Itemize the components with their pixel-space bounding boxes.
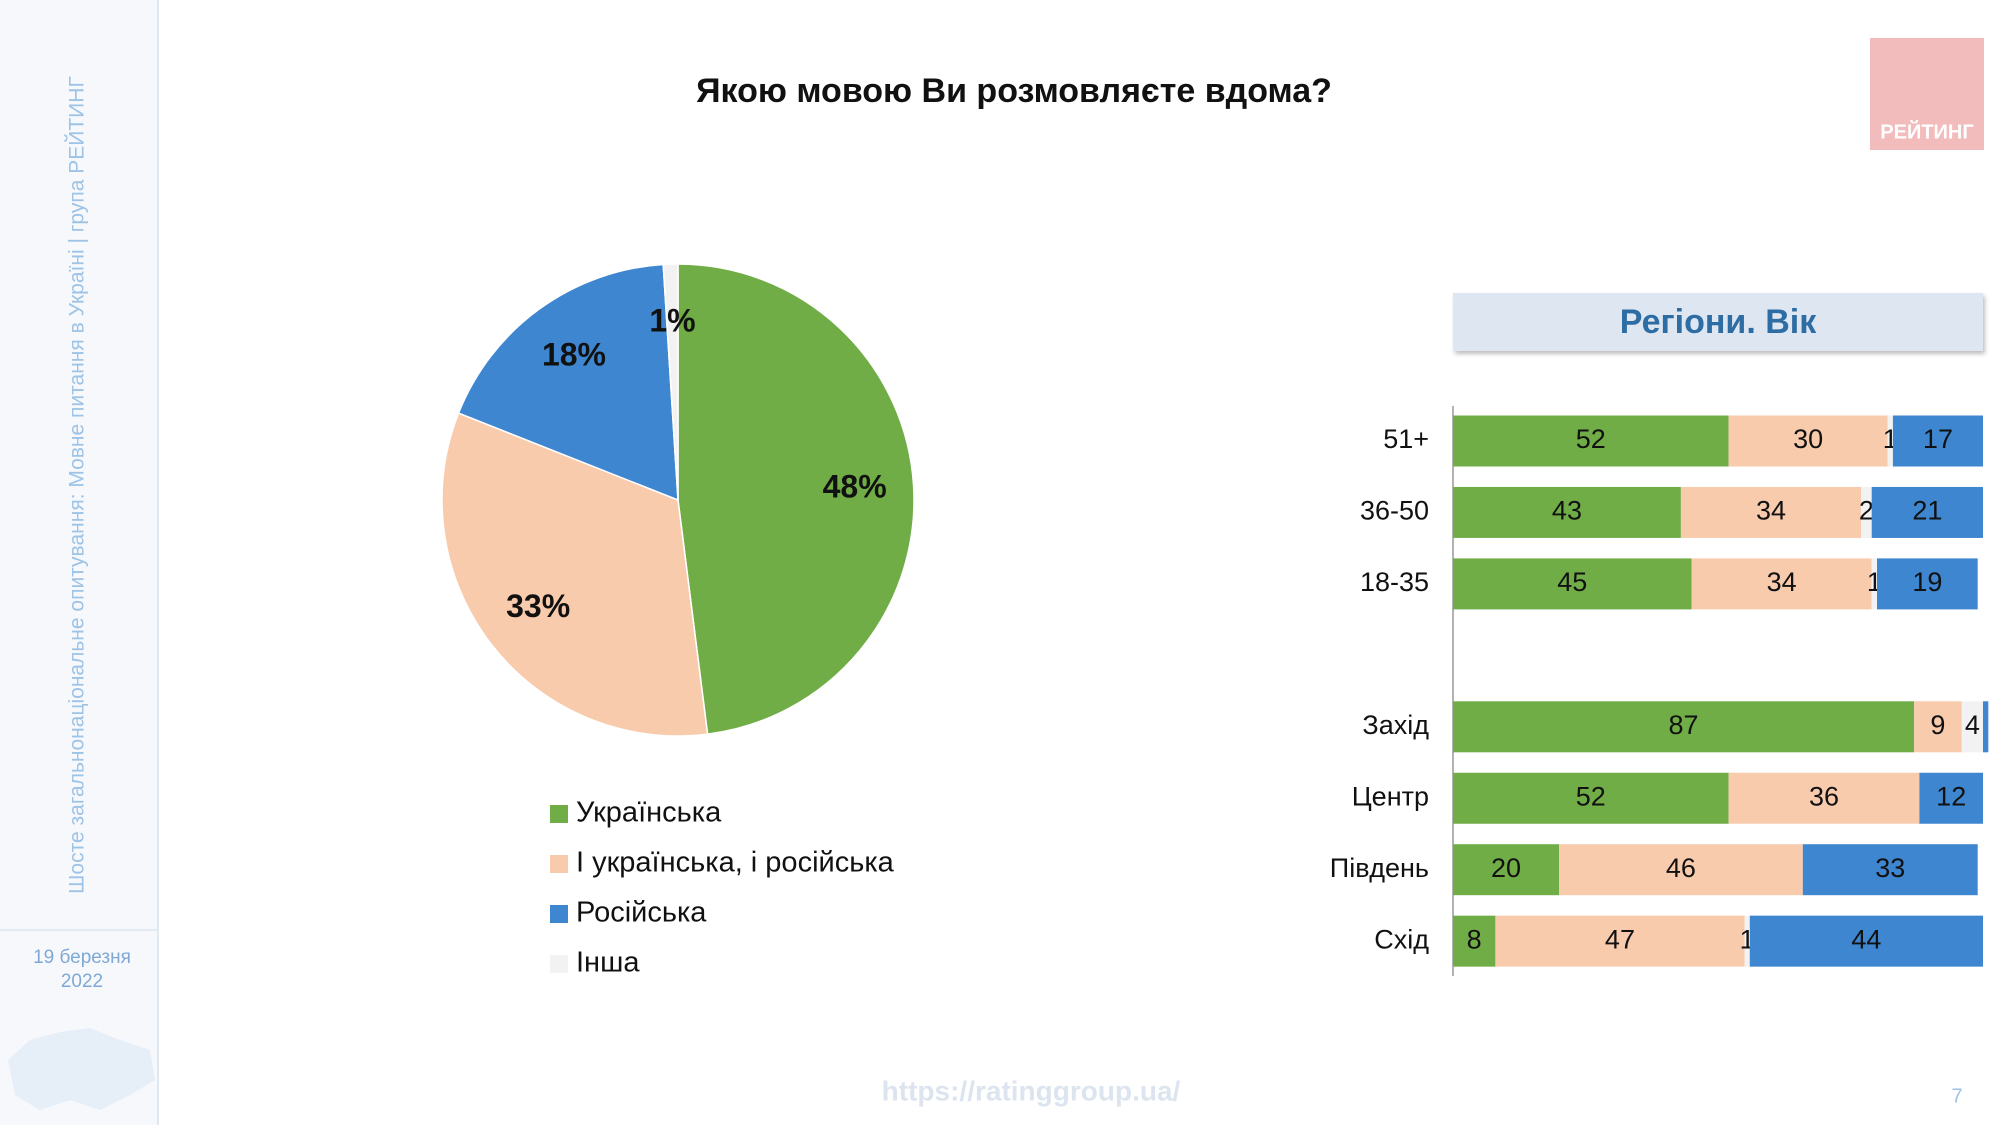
bar-header: Регіони. Вік [1620, 303, 1817, 341]
page-number: 7 [1951, 1085, 1962, 1107]
data-label: 9 [1930, 710, 1945, 740]
bar-segment [1861, 486, 1872, 538]
y-tick-label: 18-35 [1360, 567, 1429, 597]
legend-label: Інша [576, 947, 640, 979]
y-tick-label: 51+ [1383, 424, 1429, 454]
sidebar-text: Шосте загальнонаціональне опитування: Мо… [65, 76, 89, 894]
pie-slice [662, 263, 679, 501]
data-label: 12 [1936, 781, 1966, 811]
bar-header-box [1453, 293, 1983, 351]
data-label: 8 [1467, 924, 1482, 954]
y-tick-label: Захід [1362, 710, 1429, 740]
bar-segment [1892, 415, 1983, 467]
data-label: 34 [1756, 496, 1786, 526]
date: 19 березня [33, 947, 131, 968]
data-label: 21 [1912, 496, 1942, 526]
map-illustration [8, 1028, 155, 1110]
bar-segment [1453, 772, 1729, 824]
data-label: 52 [1576, 781, 1606, 811]
legend-swatch [550, 855, 568, 873]
pie-slice [677, 263, 915, 735]
pie-slice [441, 412, 709, 737]
bar-segment [1877, 558, 1978, 610]
bar-segment [1559, 844, 1803, 896]
data-label: 34 [1767, 567, 1797, 597]
data-label: 87 [1669, 710, 1699, 740]
data-label: 19 [1912, 567, 1942, 597]
data-label: 1% [649, 303, 695, 339]
data-label: 48% [823, 468, 887, 504]
bar-segment [1914, 701, 1962, 753]
legend-label: Російська [576, 897, 707, 929]
bar-segment [1802, 844, 1978, 896]
bar-segment [1871, 558, 1877, 610]
data-label: 2 [1859, 496, 1874, 526]
y-tick-label: 36-50 [1360, 496, 1429, 526]
legend-label: І українська, і російська [576, 847, 895, 879]
legend-swatch [550, 905, 568, 923]
bar-segment [1871, 486, 1983, 538]
bar-segment [1453, 701, 1915, 753]
legend-swatch [550, 955, 568, 973]
y-tick-label: Південь [1330, 853, 1429, 883]
data-label: 46 [1666, 853, 1696, 883]
bar-segment [1919, 772, 1983, 824]
data-label: 33% [506, 588, 570, 624]
legend-label: Українська [576, 797, 722, 829]
url: https://ratinggroup.ua/ [882, 1075, 1181, 1106]
data-label: 44 [1851, 924, 1881, 954]
data-label: 30 [1793, 424, 1823, 454]
date: 2022 [61, 971, 103, 992]
data-label: 36 [1809, 781, 1839, 811]
data-label: 4 [1965, 710, 1980, 740]
chart-title: Якою мовою Ви розмовляєте вдома? [696, 72, 1332, 110]
sidebar [0, 0, 158, 1125]
data-label: 33 [1875, 853, 1905, 883]
data-label: 47 [1605, 924, 1635, 954]
bar-segment [1453, 558, 1692, 610]
logo [1870, 38, 1984, 150]
y-tick-label: Схід [1374, 924, 1429, 954]
bar-segment [1453, 915, 1496, 967]
bar-segment [1453, 415, 1729, 467]
data-label: 20 [1491, 853, 1521, 883]
data-label: 17 [1923, 424, 1953, 454]
bar-segment [1453, 844, 1559, 896]
bar-segment [1728, 415, 1888, 467]
data-label: 45 [1557, 567, 1587, 597]
legend-swatch [550, 805, 568, 823]
bar-segment [1691, 558, 1872, 610]
bar-segment [1728, 772, 1920, 824]
data-label: 52 [1576, 424, 1606, 454]
pie-slice [457, 263, 679, 502]
bar-segment [1495, 915, 1745, 967]
logo-text: РЕЙТИНГ [1880, 119, 1973, 143]
bar-segment [1749, 915, 1983, 967]
data-label: 18% [542, 336, 606, 372]
bar-segment [1744, 915, 1750, 967]
bar-segment [1453, 486, 1681, 538]
y-tick-label: Центр [1352, 781, 1429, 811]
bar-segment [1983, 701, 1989, 753]
data-label: 43 [1552, 496, 1582, 526]
bar-segment [1887, 415, 1893, 467]
bar-segment [1961, 701, 1983, 753]
bar-segment [1680, 486, 1862, 538]
